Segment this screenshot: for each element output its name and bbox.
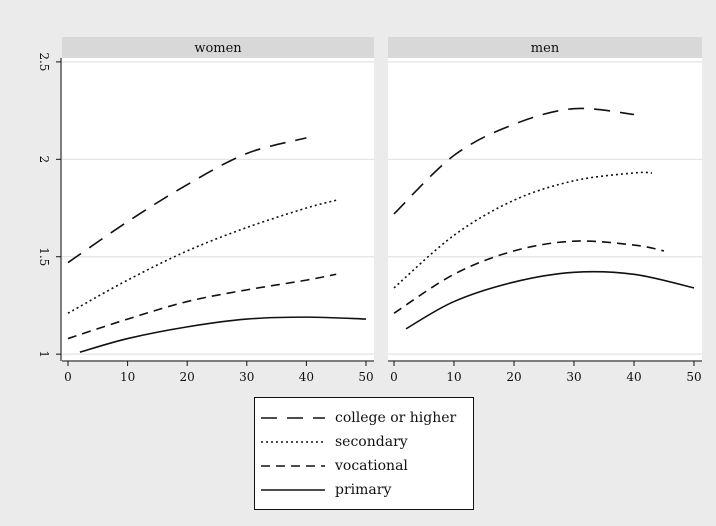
series-line-longdash: [67, 137, 307, 264]
legend-line-swatch: [261, 465, 325, 467]
legend: college or higher secondary vocational prim…: [254, 397, 474, 510]
panel-title: women: [194, 41, 242, 56]
x-tick-label: 10: [446, 370, 461, 384]
series-line-solid: [405, 270, 695, 330]
x-tick-label: 0: [64, 370, 72, 384]
legend-label: college or higher: [335, 410, 457, 426]
series-line-dash: [67, 273, 337, 340]
legend-line-swatch: [261, 417, 325, 419]
x-tick-label: 0: [390, 370, 398, 384]
y-tick-label: 1.5: [37, 247, 51, 266]
legend-label: primary: [335, 482, 392, 498]
x-tick-label: 40: [299, 370, 314, 384]
legend-entry: vocational: [261, 454, 408, 478]
x-tick-label: 20: [506, 370, 521, 384]
panel-title: men: [531, 41, 560, 56]
x-tick-label: 10: [120, 370, 135, 384]
x-tick-label: 30: [566, 370, 581, 384]
legend-entry: college or higher: [261, 406, 456, 430]
x-tick-label: 40: [626, 370, 641, 384]
series-line-dash: [393, 240, 665, 314]
series-line-solid: [79, 316, 367, 353]
legend-line-swatch: [261, 489, 325, 491]
x-tick-label: 20: [180, 370, 195, 384]
plot-area-0: [62, 58, 374, 360]
panel-strip-1: [388, 37, 702, 58]
legend-entry: secondary: [261, 430, 408, 454]
y-tick-label: 1: [37, 350, 51, 358]
legend-label: vocational: [335, 458, 408, 474]
plot-area-1: [388, 58, 702, 360]
x-tick-label: 50: [686, 370, 701, 384]
legend-label: secondary: [335, 434, 408, 450]
legend-line-swatch: [261, 441, 325, 443]
y-tick-label: 2: [37, 155, 51, 163]
y-tick-label: 2.5: [37, 52, 51, 71]
x-tick-label: 50: [358, 370, 373, 384]
panel-strip-0: [62, 37, 374, 58]
legend-entry: primary: [261, 478, 391, 502]
x-tick-label: 30: [239, 370, 254, 384]
